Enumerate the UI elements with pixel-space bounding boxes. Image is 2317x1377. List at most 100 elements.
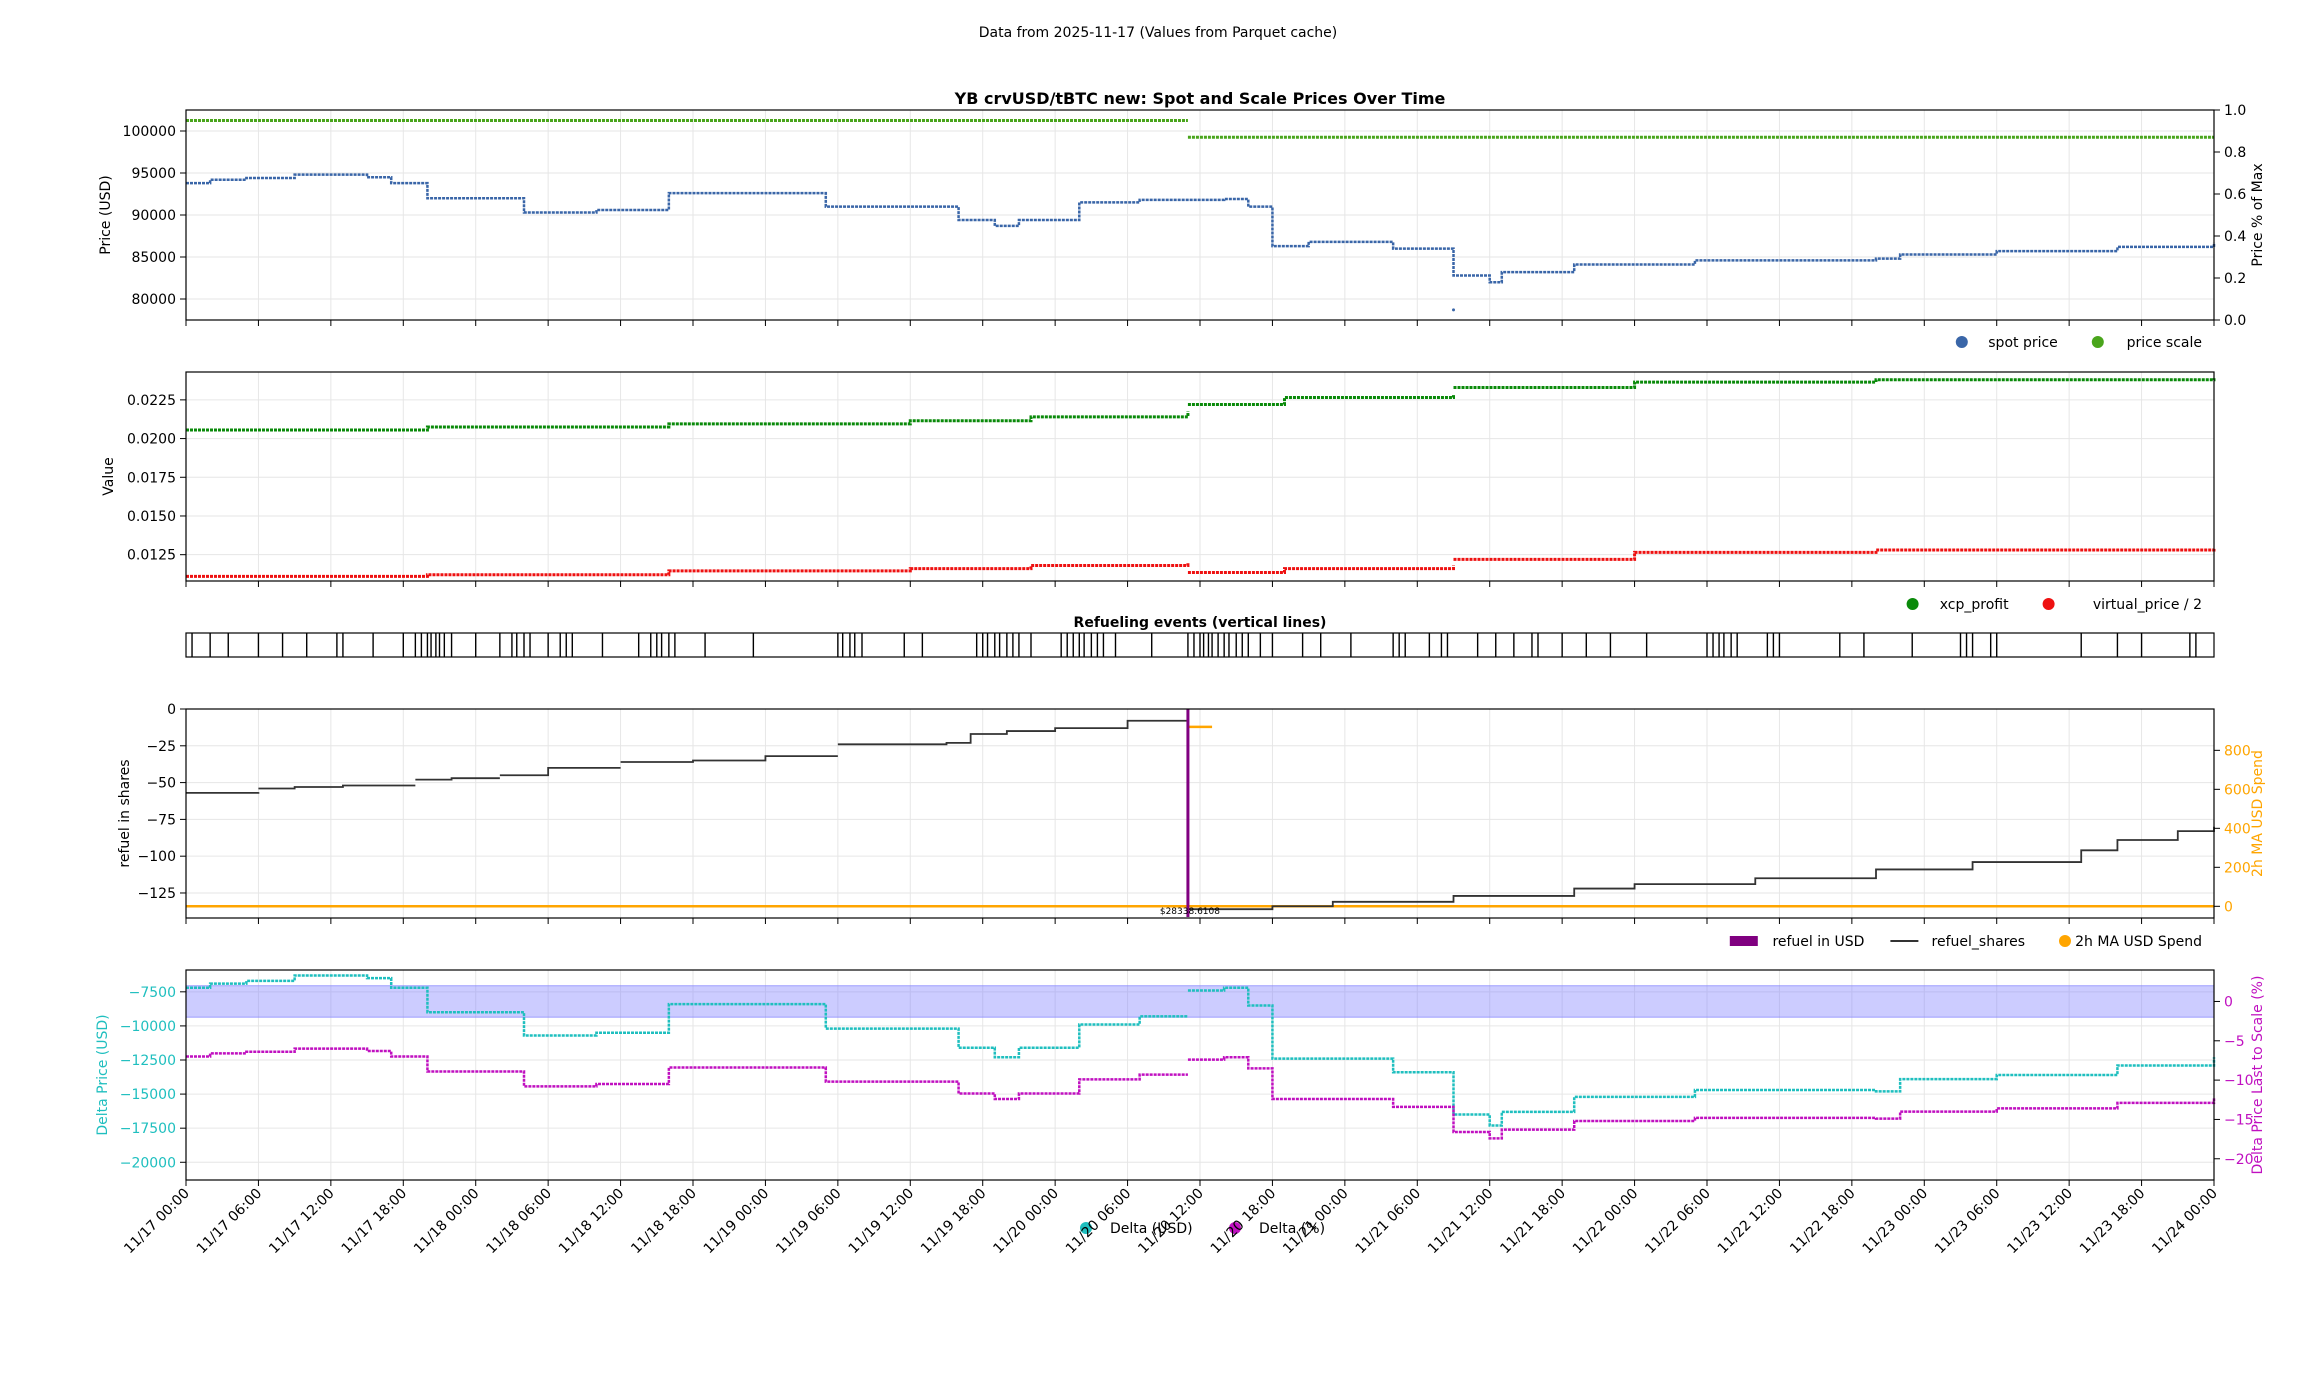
y-tick-label: 100000	[123, 124, 176, 140]
legend-label: spot price	[1988, 335, 2058, 351]
y-tick-label: 95000	[131, 166, 176, 182]
y2-tick-label: 0.6	[2224, 187, 2246, 203]
y2-tick-label: 400	[2224, 821, 2251, 837]
y-tick-label: 85000	[131, 250, 176, 266]
x-tick-label: 11/21 12:00	[1425, 1186, 1497, 1258]
y-axis-label: Price (USD)	[98, 175, 114, 254]
x-tick-label: 11/18 00:00	[411, 1186, 483, 1258]
x-tick-label: 11/21 06:00	[1353, 1186, 1425, 1258]
y2-tick-label: −15	[2224, 1112, 2254, 1128]
y2-tick-label: 0.2	[2224, 271, 2246, 287]
y-tick-label: 80000	[131, 292, 176, 308]
y2-axis-label: Price % of Max	[2250, 163, 2266, 266]
series-delta-usd	[186, 974, 1188, 1059]
x-tick-label: 11/20 00:00	[990, 1186, 1062, 1258]
figure-suptitle: Data from 2025-11-17 (Values from Parque…	[979, 25, 1338, 41]
series-refuel-shares	[1187, 826, 2215, 911]
legend-marker	[1729, 936, 1758, 946]
axes-layer	[180, 109, 2220, 1234]
series-refuel-shares	[186, 791, 260, 794]
series-spot-price	[186, 173, 2216, 284]
x-tick-label: 11/17 00:00	[121, 1186, 193, 1258]
text-layer: 800008500090000950001000000.00.20.40.60.…	[95, 89, 2266, 1257]
y-tick-label: −75	[146, 812, 176, 828]
spot-outlier	[1452, 308, 1455, 312]
y-tick-label: 0	[167, 702, 176, 718]
x-tick-label: 11/23 06:00	[1932, 1186, 2004, 1258]
x-tick-label: 11/19 12:00	[846, 1186, 918, 1258]
y2-tick-label: 1.0	[2224, 103, 2246, 119]
y-tick-label: 0.0150	[127, 509, 176, 525]
series-refuel-shares	[258, 784, 416, 790]
y-axis-label: Delta Price (USD)	[95, 1014, 111, 1135]
legend-marker	[1955, 336, 1968, 348]
y2-tick-label: 0.8	[2224, 145, 2246, 161]
x-tick-label: 11/18 18:00	[628, 1186, 700, 1258]
series-delta-usd	[1187, 986, 2216, 1127]
x-tick-label: 11/17 12:00	[266, 1186, 338, 1258]
y2-tick-label: 0	[2224, 994, 2233, 1010]
y-tick-label: −100	[138, 849, 176, 865]
series-xcp-profit	[1187, 394, 1455, 407]
y2-axis-label: Delta Price Last to Scale (%)	[2250, 976, 2266, 1175]
y-tick-label: 0.0200	[127, 432, 176, 448]
y-tick-label: −25	[146, 739, 176, 755]
y-tick-label: 90000	[131, 208, 176, 224]
x-tick-label: 11/17 18:00	[339, 1186, 411, 1258]
legend-marker	[1080, 1222, 1092, 1234]
x-tick-label: 11/17 06:00	[194, 1186, 266, 1258]
y2-tick-label: 0.4	[2224, 229, 2246, 245]
series-delta-pct	[186, 1047, 1188, 1101]
x-tick-label: 11/23 12:00	[2004, 1186, 2076, 1258]
y-tick-label: −15000	[120, 1087, 176, 1103]
grid-layer	[185, 110, 2215, 1180]
series-virtual-price	[1453, 548, 2216, 561]
x-tick-label: 11/18 12:00	[556, 1186, 628, 1258]
series-virtual-price	[1187, 565, 1455, 574]
y-tick-label: 0.0125	[127, 548, 176, 564]
y-tick-label: 0.0225	[127, 393, 176, 409]
y2-tick-label: 200	[2224, 860, 2251, 876]
y2-tick-label: −20	[2224, 1152, 2254, 1168]
x-tick-label: 11/22 00:00	[1570, 1186, 1642, 1258]
x-tick-label: 11/24 00:00	[2149, 1186, 2221, 1258]
legend-label: virtual_price / 2	[2093, 597, 2202, 613]
y2-tick-label: 0	[2224, 899, 2233, 915]
legend-label: Delta (%)	[1259, 1221, 1325, 1237]
x-tick-label: 11/19 00:00	[701, 1186, 773, 1258]
legend-label: xcp_profit	[1940, 597, 2009, 613]
data-layer	[185, 119, 2216, 1140]
series-delta-pct	[1187, 1056, 2216, 1140]
bar-refuel-usd	[1186, 709, 1190, 917]
y2-axis-label: 2h MA USD Spend	[2250, 750, 2266, 877]
x-tick-label: 11/19 18:00	[918, 1186, 990, 1258]
x-tick-label: 11/22 06:00	[1642, 1186, 1714, 1258]
legend-label: refuel_shares	[1932, 934, 2025, 950]
legend-marker	[1906, 598, 1919, 610]
series-virtual-price	[186, 562, 1190, 578]
y2-tick-label: 800	[2224, 743, 2251, 759]
series-xcp-profit	[1453, 378, 2216, 389]
y-tick-label: −125	[138, 886, 176, 902]
x-tick-label: 11/18 06:00	[483, 1186, 555, 1258]
events-title: Refueling events (vertical lines)	[1074, 615, 1327, 631]
legend-label: Delta (USD)	[1110, 1221, 1193, 1237]
x-tick-label: 11/22 12:00	[1715, 1186, 1787, 1258]
y2-tick-label: 0.0	[2224, 313, 2246, 329]
legend-label: refuel in USD	[1772, 934, 1864, 950]
legend-label: 2h MA USD Spend	[2075, 934, 2202, 950]
series-refuel-shares	[499, 766, 621, 777]
y-tick-label: −20000	[120, 1155, 176, 1171]
y-tick-label: 0.0175	[127, 470, 176, 486]
legend-marker	[2059, 935, 2071, 947]
series-refuel-shares	[837, 719, 1189, 746]
series-refuel-shares	[415, 777, 500, 781]
legend-marker	[1229, 1222, 1241, 1234]
y-tick-label: −17500	[120, 1121, 176, 1137]
x-tick-label: 11/21 18:00	[1497, 1186, 1569, 1258]
x-tick-label: 11/19 06:00	[773, 1186, 845, 1258]
y-tick-label: −12500	[120, 1053, 176, 1069]
series-refuel-shares	[620, 755, 838, 763]
y2-tick-label: −5	[2224, 1034, 2245, 1050]
